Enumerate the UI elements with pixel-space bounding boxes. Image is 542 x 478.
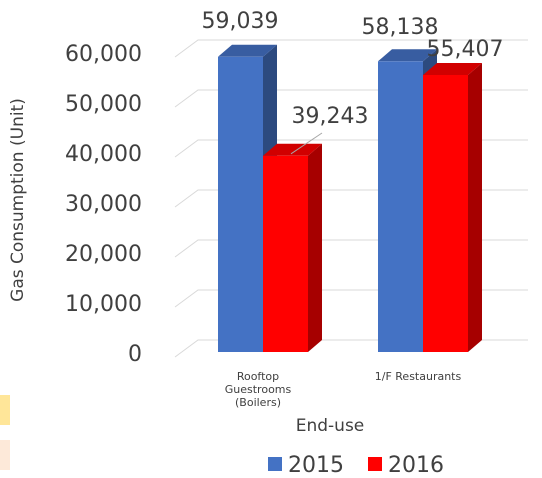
bar-top [218, 44, 277, 57]
y-tick-label: 60,000 [65, 42, 142, 67]
legend-swatch [368, 457, 382, 471]
bar [263, 155, 308, 352]
bar-top [423, 62, 482, 75]
data-label: 55,407 [427, 37, 504, 62]
grid-line [174, 39, 528, 58]
legend-label: 2016 [388, 453, 444, 478]
data-label: 39,243 [292, 104, 369, 129]
legend-swatch [268, 457, 282, 471]
x-tick-label: 1/F Restaurants [374, 370, 462, 383]
data-label: 58,138 [362, 15, 439, 40]
x-axis-label: End-use [296, 416, 365, 436]
y-tick-label: 30,000 [65, 192, 142, 217]
bar [218, 56, 263, 353]
y-tick-label: 20,000 [65, 242, 142, 267]
bar [423, 74, 468, 352]
y-tick-label: 0 [128, 342, 142, 367]
leader-line [290, 132, 323, 155]
y-tick-label: 50,000 [65, 92, 142, 117]
x-tick-label: Rooftop Guestrooms (Boilers) [224, 370, 292, 409]
y-axis-label: Gas Consumption (Unit) [8, 98, 28, 302]
decoration [0, 395, 10, 425]
y-tick-label: 10,000 [65, 292, 142, 317]
bar-top [263, 143, 322, 156]
data-label: 59,039 [202, 9, 279, 34]
bar-side [468, 62, 482, 353]
bar-top [378, 49, 437, 62]
legend-label: 2015 [288, 453, 344, 478]
bar-side [308, 143, 322, 352]
decoration [0, 440, 10, 470]
y-tick-label: 40,000 [65, 142, 142, 167]
bar [378, 61, 423, 353]
